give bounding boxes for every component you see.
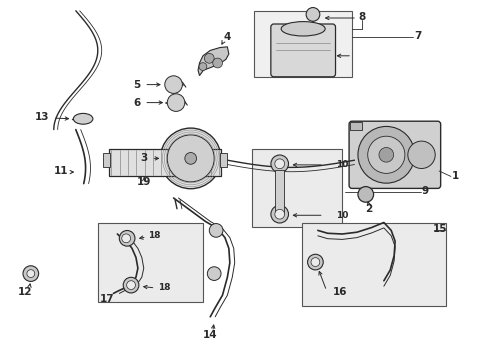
Text: 18: 18 <box>157 284 170 292</box>
Circle shape <box>27 270 35 278</box>
Bar <box>275 170 284 214</box>
Circle shape <box>204 53 214 63</box>
Circle shape <box>122 234 130 243</box>
Bar <box>251 149 342 227</box>
Text: 14: 14 <box>203 330 217 340</box>
Bar <box>254 11 351 77</box>
FancyBboxPatch shape <box>270 24 335 77</box>
FancyBboxPatch shape <box>348 121 440 188</box>
Text: 17: 17 <box>100 294 115 304</box>
Bar <box>98 223 203 302</box>
Text: 5: 5 <box>133 80 140 90</box>
Circle shape <box>207 267 221 280</box>
Circle shape <box>23 266 39 282</box>
Text: 6: 6 <box>133 98 140 108</box>
Circle shape <box>119 230 135 246</box>
Text: 8: 8 <box>358 12 365 22</box>
Text: 3: 3 <box>141 153 147 163</box>
Circle shape <box>184 153 196 164</box>
Text: 10: 10 <box>335 161 348 169</box>
Circle shape <box>212 58 222 68</box>
Circle shape <box>274 209 284 219</box>
Circle shape <box>378 148 393 162</box>
Text: 12: 12 <box>18 287 33 297</box>
Circle shape <box>167 135 214 182</box>
Text: 15: 15 <box>432 224 447 234</box>
Text: 9: 9 <box>421 186 428 196</box>
Text: 2: 2 <box>365 204 372 214</box>
Circle shape <box>164 76 182 93</box>
Bar <box>220 153 227 167</box>
Circle shape <box>407 141 434 168</box>
Bar <box>302 223 446 306</box>
Text: 11: 11 <box>54 166 68 176</box>
Bar <box>349 122 361 130</box>
Circle shape <box>270 206 288 223</box>
Text: 18: 18 <box>148 231 161 240</box>
Circle shape <box>167 94 184 111</box>
Circle shape <box>209 224 223 237</box>
Text: 19: 19 <box>137 177 151 187</box>
Circle shape <box>357 186 373 202</box>
Circle shape <box>305 8 319 21</box>
Text: 10: 10 <box>335 211 348 220</box>
Text: 13: 13 <box>34 112 49 122</box>
Circle shape <box>123 277 139 293</box>
Circle shape <box>199 63 206 71</box>
Polygon shape <box>198 47 228 76</box>
Ellipse shape <box>281 22 325 36</box>
Ellipse shape <box>73 113 93 124</box>
Circle shape <box>160 128 221 189</box>
Text: 16: 16 <box>332 287 346 297</box>
Circle shape <box>126 281 135 289</box>
Text: 7: 7 <box>413 31 421 41</box>
Circle shape <box>367 136 404 174</box>
Circle shape <box>357 126 414 183</box>
Bar <box>108 149 221 176</box>
Text: 1: 1 <box>451 171 458 181</box>
Circle shape <box>307 254 323 270</box>
Circle shape <box>274 159 284 169</box>
Circle shape <box>270 155 288 172</box>
Circle shape <box>310 258 319 266</box>
Bar <box>102 153 110 167</box>
Text: 4: 4 <box>223 32 231 42</box>
